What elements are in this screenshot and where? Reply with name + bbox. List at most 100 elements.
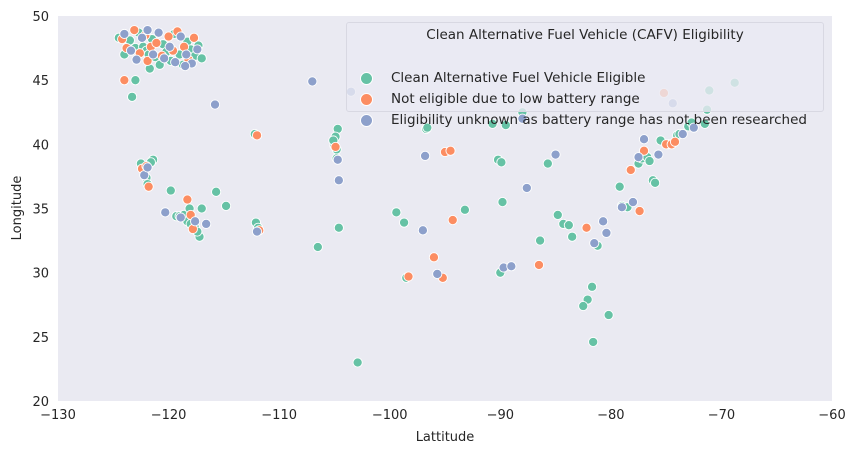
- point-unknown: [633, 152, 644, 163]
- point-unknown: [432, 268, 443, 280]
- point-eligible: [487, 118, 498, 129]
- x-tick-label: −130: [40, 408, 76, 423]
- point-not-eligible: [447, 214, 458, 226]
- point-eligible: [496, 157, 507, 168]
- point-not-eligible: [403, 271, 414, 282]
- point-unknown: [153, 27, 164, 38]
- legend-marker-unknown: [360, 113, 373, 127]
- y-tick-label: 50: [32, 10, 49, 25]
- point-eligible: [542, 158, 553, 169]
- point-eligible: [196, 203, 207, 214]
- point-unknown: [307, 76, 318, 87]
- point-unknown: [333, 175, 344, 186]
- x-tick-label: −110: [261, 408, 297, 423]
- point-unknown: [521, 182, 532, 194]
- y-tick-label: 25: [32, 331, 49, 346]
- legend-label-unknown: Eligibility unknown as battery range has…: [391, 112, 807, 128]
- point-unknown: [142, 162, 153, 173]
- point-unknown: [688, 122, 699, 133]
- point-eligible: [312, 241, 323, 253]
- point-eligible: [352, 357, 363, 368]
- point-not-eligible: [129, 25, 140, 36]
- point-unknown: [550, 149, 561, 160]
- point-eligible: [588, 336, 599, 348]
- point-unknown: [420, 150, 431, 161]
- point-unknown: [175, 212, 186, 223]
- point-unknown: [175, 31, 186, 42]
- y-tick-label: 35: [32, 203, 49, 218]
- point-not-eligible: [625, 164, 636, 176]
- point-eligible: [699, 118, 710, 129]
- point-unknown: [517, 113, 528, 124]
- point-eligible: [127, 91, 138, 102]
- y-tick-label: 40: [32, 138, 49, 153]
- x-tick-label: −90: [487, 408, 514, 423]
- point-eligible: [567, 231, 578, 242]
- point-unknown: [181, 49, 192, 60]
- point-unknown: [251, 226, 263, 237]
- x-tick-label: −120: [151, 408, 187, 423]
- point-eligible: [399, 217, 410, 228]
- legend-title: Clean Alternative Fuel Vehicle (CAFV) El…: [426, 27, 744, 43]
- point-not-eligible: [428, 252, 439, 263]
- y-axis-label: Longitude: [10, 176, 25, 241]
- legend-marker-eligible: [360, 71, 373, 85]
- point-unknown: [201, 218, 212, 229]
- point-eligible: [614, 181, 625, 192]
- x-tick-label: −70: [708, 408, 735, 423]
- point-unknown: [506, 261, 517, 272]
- x-axis-label: Lattitude: [416, 430, 475, 445]
- point-not-eligible: [188, 32, 200, 43]
- point-not-eligible: [251, 130, 263, 141]
- point-unknown: [677, 129, 688, 140]
- point-eligible: [211, 186, 222, 197]
- point-unknown: [601, 227, 612, 238]
- point-not-eligible: [445, 145, 456, 156]
- point-eligible: [578, 300, 589, 312]
- point-not-eligible: [533, 259, 545, 271]
- point-unknown: [589, 238, 600, 249]
- legend-label-eligible: Clean Alternative Fuel Vehicle Eligible: [391, 70, 646, 86]
- point-eligible: [459, 204, 470, 215]
- point-unknown: [180, 61, 191, 72]
- point-not-eligible: [119, 75, 130, 86]
- point-eligible: [497, 197, 508, 208]
- x-tick-label: −60: [818, 408, 845, 423]
- legend-item-eligible: Clean Alternative Fuel Vehicle Eligible: [360, 68, 645, 88]
- point-not-eligible: [143, 181, 154, 192]
- point-eligible: [130, 75, 141, 86]
- point-unknown: [119, 28, 130, 40]
- y-tick-label: 30: [32, 267, 49, 282]
- legend-item-unknown: Eligibility unknown as battery range has…: [360, 110, 807, 130]
- point-eligible: [650, 177, 661, 188]
- point-eligible: [422, 122, 433, 133]
- point-eligible: [587, 281, 598, 292]
- x-tick-label: −100: [372, 408, 408, 423]
- point-eligible: [221, 200, 232, 211]
- point-unknown: [653, 149, 664, 160]
- point-unknown: [190, 216, 201, 227]
- point-not-eligible: [182, 194, 193, 205]
- point-unknown: [616, 202, 627, 213]
- y-axis-ticks: 20 25 30 35 40 45 50: [32, 10, 49, 410]
- point-eligible: [563, 220, 574, 231]
- point-eligible: [333, 222, 344, 233]
- point-unknown: [131, 54, 142, 65]
- point-eligible: [391, 207, 402, 218]
- point-not-eligible: [163, 31, 174, 42]
- point-eligible: [500, 120, 511, 131]
- point-unknown: [209, 99, 221, 110]
- legend-item-not-eligible: Not eligible due to low battery range: [360, 89, 640, 109]
- point-unknown: [598, 216, 609, 227]
- point-unknown: [159, 53, 170, 64]
- point-not-eligible: [151, 37, 162, 49]
- point-unknown: [164, 41, 175, 52]
- point-eligible: [552, 209, 563, 220]
- point-eligible: [603, 309, 614, 321]
- legend-label-not-eligible: Not eligible due to low battery range: [391, 91, 640, 107]
- x-tick-label: −80: [597, 408, 624, 423]
- point-unknown: [192, 44, 203, 55]
- legend: Clean Alternative Fuel Vehicle (CAFV) El…: [346, 22, 824, 128]
- point-eligible: [165, 185, 176, 196]
- x-axis-ticks: −130 −120 −110 −100 −90 −80 −70 −60: [40, 408, 846, 423]
